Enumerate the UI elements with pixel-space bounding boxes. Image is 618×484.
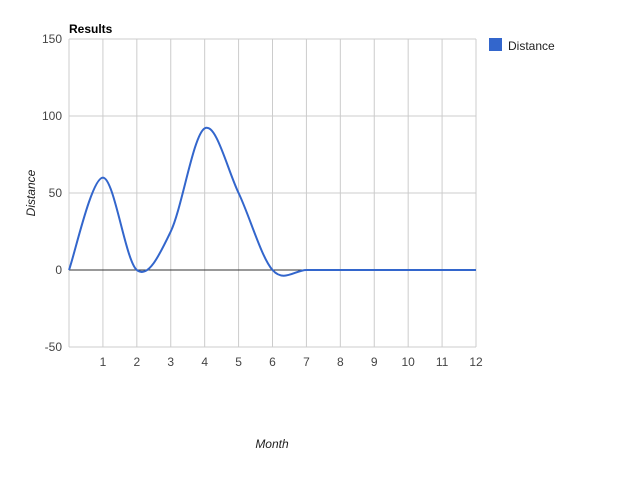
x-tick-label: 5 <box>235 355 242 369</box>
x-tick-label: 1 <box>100 355 107 369</box>
x-tick-label: 6 <box>269 355 276 369</box>
x-tick-label: 7 <box>303 355 310 369</box>
y-tick-label: 50 <box>49 186 63 200</box>
x-tick-label: 11 <box>436 355 449 369</box>
legend-label-distance: Distance <box>508 39 555 53</box>
y-tick-label: 0 <box>55 263 62 277</box>
x-tick-label: 8 <box>337 355 344 369</box>
x-tick-label: 12 <box>469 355 483 369</box>
x-tick-label: 10 <box>401 355 415 369</box>
x-tick-label: 4 <box>201 355 208 369</box>
x-axis-title: Month <box>255 437 289 451</box>
y-tick-label: -50 <box>45 340 63 354</box>
y-axis-title: Distance <box>24 169 38 216</box>
x-tick-label: 3 <box>167 355 174 369</box>
x-tick-label: 9 <box>371 355 378 369</box>
y-tick-label: 150 <box>42 32 62 46</box>
y-tick-label: 100 <box>42 109 62 123</box>
x-tick-label: 2 <box>133 355 140 369</box>
series-line-distance[interactable] <box>68 126 476 277</box>
x-axis-ticks: 1 2 3 4 5 6 7 8 9 10 11 12 <box>100 355 483 369</box>
y-axis-ticks: 150 100 50 0 -50 <box>42 32 62 354</box>
legend-swatch-distance <box>489 38 502 51</box>
chart-title: Results <box>69 22 113 36</box>
legend[interactable]: Distance <box>489 38 555 53</box>
grid-lines <box>68 38 477 348</box>
